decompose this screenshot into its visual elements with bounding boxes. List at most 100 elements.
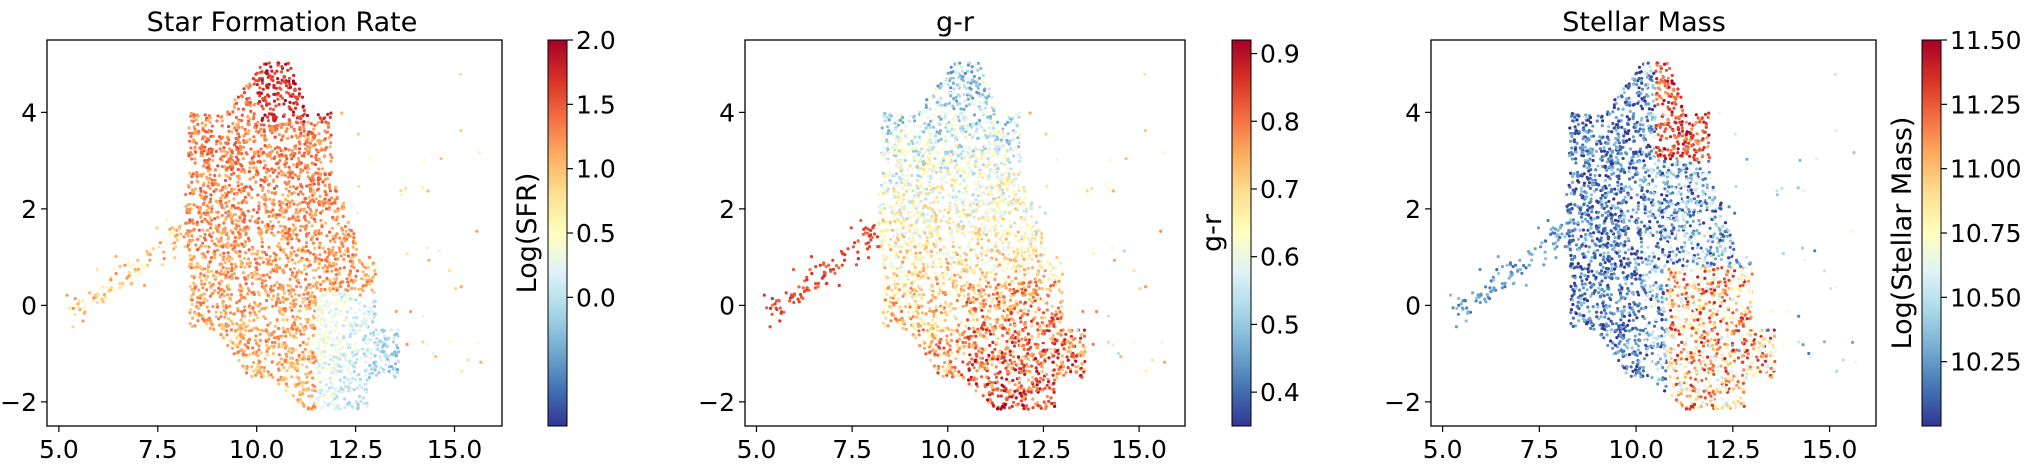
scatter-point	[282, 250, 286, 254]
scatter-point	[265, 85, 269, 89]
scatter-point	[346, 221, 350, 225]
scatter-point	[1052, 401, 1057, 405]
scatter-point	[255, 210, 259, 215]
scatter-point	[479, 360, 483, 364]
scatter-point	[290, 287, 294, 291]
scatter-point	[239, 348, 244, 352]
scatter-point	[936, 231, 940, 235]
scatter-point	[335, 195, 339, 200]
scatter-point	[883, 294, 887, 298]
scatter-point	[938, 86, 942, 90]
scatter-point	[260, 256, 264, 260]
scatter-point	[305, 210, 309, 214]
scatter-point	[984, 96, 989, 100]
scatter-point	[338, 285, 342, 289]
scatter-point	[972, 290, 977, 295]
scatter-point	[347, 321, 351, 325]
scatter-point	[881, 321, 886, 326]
scatter-point	[328, 278, 332, 283]
scatter-point	[980, 135, 984, 139]
scatter-point	[298, 134, 302, 138]
scatter-point	[901, 216, 905, 220]
scatter-point	[447, 340, 451, 344]
scatter-point	[88, 291, 92, 295]
scatter-point	[315, 280, 320, 284]
scatter-point	[363, 316, 368, 320]
scatter-point	[239, 119, 243, 123]
scatter-point	[881, 311, 885, 315]
scatter-point	[268, 129, 273, 133]
scatter-point	[265, 349, 269, 354]
scatter-point	[987, 92, 991, 96]
scatter-point	[1023, 189, 1027, 193]
scatter-point	[393, 375, 397, 379]
scatter-point	[304, 218, 308, 222]
scatter-point	[345, 342, 349, 346]
scatter-point	[1018, 111, 1022, 115]
scatter-point	[886, 286, 890, 290]
scatter-point	[355, 374, 359, 378]
scatter-point	[354, 298, 358, 302]
scatter-point	[301, 340, 305, 344]
scatter-point	[346, 280, 350, 284]
scatter-point	[71, 306, 75, 310]
scatter-point	[172, 241, 177, 245]
scatter-point	[295, 366, 299, 371]
scatter-point	[1017, 141, 1021, 145]
scatter-point	[954, 357, 958, 361]
scatter-point	[955, 62, 959, 66]
panel-1-colorbar-label: Log(SFR)	[512, 173, 543, 294]
scatter-point	[102, 293, 107, 297]
scatter-point	[953, 369, 957, 373]
scatter-point	[274, 216, 278, 220]
scatter-point	[195, 113, 199, 117]
scatter-point	[1040, 388, 1044, 392]
scatter-point	[234, 101, 239, 105]
scatter-point	[354, 274, 358, 278]
scatter-point	[220, 326, 224, 331]
scatter-point	[213, 178, 217, 182]
scatter-point	[354, 400, 358, 404]
scatter-point	[354, 361, 358, 365]
scatter-point	[175, 233, 179, 237]
scatter-point	[323, 318, 327, 322]
scatter-point	[253, 257, 257, 261]
scatter-point	[963, 283, 967, 287]
scatter-point	[291, 223, 295, 227]
scatter-point	[240, 152, 244, 156]
scatter-point	[320, 258, 324, 262]
scatter-point	[215, 119, 219, 123]
scatter-point	[272, 330, 276, 334]
scatter-point	[990, 363, 994, 367]
scatter-point	[341, 364, 346, 368]
scatter-point	[282, 366, 286, 370]
scatter-point	[247, 226, 251, 231]
scatter-point	[334, 322, 339, 326]
scatter-point	[974, 389, 978, 393]
scatter-point	[939, 166, 943, 170]
scatter-point	[216, 291, 220, 295]
scatter-point	[242, 321, 246, 325]
scatter-point	[314, 308, 318, 312]
scatter-point	[915, 315, 919, 319]
scatter-point	[327, 286, 331, 290]
scatter-point	[306, 341, 310, 345]
scatter-point	[267, 168, 271, 173]
scatter-point	[320, 225, 324, 229]
scatter-point	[246, 209, 250, 213]
scatter-point	[1074, 369, 1078, 373]
scatter-point	[265, 227, 270, 231]
scatter-point	[315, 387, 319, 391]
scatter-point	[938, 209, 942, 213]
scatter-point	[948, 348, 952, 352]
scatter-point	[1055, 363, 1059, 368]
scatter-point	[991, 126, 996, 130]
scatter-point	[247, 248, 251, 252]
scatter-point	[361, 396, 366, 400]
scatter-point	[284, 264, 288, 268]
scatter-point	[904, 231, 908, 235]
scatter-point	[188, 253, 192, 258]
scatter-point	[295, 328, 299, 332]
scatter-point	[317, 370, 321, 374]
scatter-point	[375, 373, 379, 377]
